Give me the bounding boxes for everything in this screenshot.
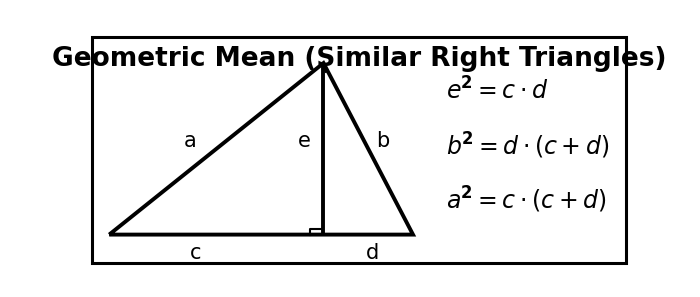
Text: $\mathbf{\mathit{e}}^{\mathbf{2}} = \mathbf{\mathit{c}} \cdot \mathbf{\mathit{d}: $\mathbf{\mathit{e}}^{\mathbf{2}} = \mat…: [446, 77, 548, 104]
Text: c: c: [190, 243, 202, 263]
Text: d: d: [365, 243, 379, 263]
Text: a: a: [184, 131, 197, 151]
Text: e: e: [298, 131, 311, 151]
Text: b: b: [377, 131, 390, 151]
Text: $\mathbf{\mathit{b}}^{\mathbf{2}} = \mathbf{\mathit{d}} \cdot (\mathbf{\mathit{c: $\mathbf{\mathit{b}}^{\mathbf{2}} = \mat…: [446, 130, 609, 160]
Text: $\mathbf{\mathit{a}}^{\mathbf{2}} = \mathbf{\mathit{c}} \cdot (\mathbf{\mathit{c: $\mathbf{\mathit{a}}^{\mathbf{2}} = \mat…: [446, 185, 606, 215]
Text: Geometric Mean (Similar Right Triangles): Geometric Mean (Similar Right Triangles): [52, 46, 666, 72]
